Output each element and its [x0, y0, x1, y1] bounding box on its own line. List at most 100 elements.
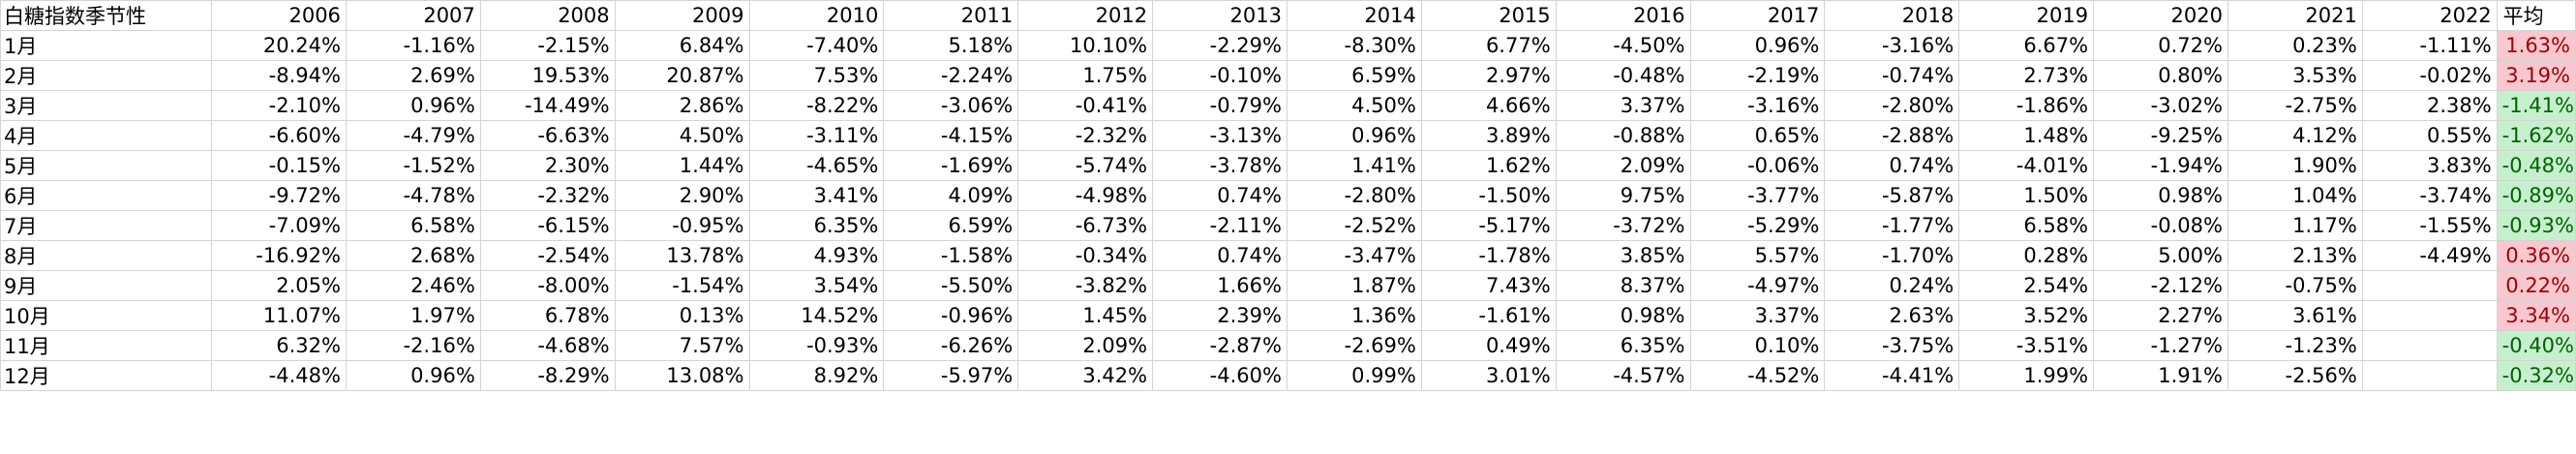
value-cell[interactable]: -1.54%: [614, 270, 750, 301]
value-cell[interactable]: -4.68%: [479, 330, 616, 361]
average-cell[interactable]: -0.40%: [2496, 330, 2576, 361]
value-cell[interactable]: 2.09%: [1017, 330, 1154, 361]
value-cell[interactable]: 0.28%: [1958, 240, 2095, 271]
value-cell[interactable]: -1.58%: [883, 240, 1019, 271]
value-cell[interactable]: 2.46%: [345, 270, 481, 301]
value-cell[interactable]: -2.80%: [1286, 180, 1422, 211]
year-header[interactable]: 2015: [1420, 0, 1557, 31]
value-cell[interactable]: -5.50%: [883, 270, 1019, 301]
value-cell[interactable]: -1.61%: [1420, 300, 1557, 331]
value-cell[interactable]: 1.66%: [1152, 270, 1288, 301]
value-cell[interactable]: -8.29%: [479, 360, 616, 391]
table-title[interactable]: 白糖指数季节性: [0, 0, 213, 31]
value-cell[interactable]: 19.53%: [479, 60, 616, 91]
value-cell[interactable]: -16.92%: [211, 240, 347, 271]
average-cell[interactable]: -1.41%: [2496, 90, 2576, 121]
value-cell[interactable]: -3.78%: [1152, 150, 1288, 181]
value-cell[interactable]: -2.56%: [2227, 360, 2363, 391]
value-cell[interactable]: 6.59%: [883, 210, 1019, 241]
value-cell[interactable]: -8.00%: [479, 270, 616, 301]
value-cell[interactable]: -0.06%: [1689, 150, 1826, 181]
value-cell[interactable]: 3.52%: [1958, 300, 2095, 331]
value-cell[interactable]: 1.87%: [1286, 270, 1422, 301]
value-cell[interactable]: -4.52%: [1689, 360, 1826, 391]
value-cell[interactable]: -4.48%: [211, 360, 347, 391]
value-cell[interactable]: -3.13%: [1152, 120, 1288, 151]
value-cell[interactable]: -3.82%: [1017, 270, 1154, 301]
value-cell[interactable]: -9.72%: [211, 180, 347, 211]
value-cell[interactable]: 0.74%: [1824, 150, 1960, 181]
value-cell[interactable]: -0.02%: [2361, 60, 2498, 91]
value-cell[interactable]: -1.27%: [2093, 330, 2228, 361]
value-cell[interactable]: -1.55%: [2361, 210, 2498, 241]
value-cell[interactable]: 1.48%: [1958, 120, 2095, 151]
value-cell[interactable]: -1.52%: [345, 150, 481, 181]
value-cell[interactable]: -6.60%: [211, 120, 347, 151]
value-cell[interactable]: 3.61%: [2227, 300, 2363, 331]
value-cell[interactable]: 13.78%: [614, 240, 750, 271]
month-label[interactable]: 11月: [0, 330, 213, 361]
value-cell[interactable]: 10.10%: [1017, 30, 1154, 61]
value-cell[interactable]: -7.40%: [748, 30, 885, 61]
value-cell[interactable]: -4.65%: [748, 150, 885, 181]
month-label[interactable]: 12月: [0, 360, 213, 391]
value-cell[interactable]: -7.09%: [211, 210, 347, 241]
average-cell[interactable]: -0.48%: [2496, 150, 2576, 181]
value-cell[interactable]: -3.02%: [2093, 90, 2228, 121]
value-cell[interactable]: 1.44%: [614, 150, 750, 181]
value-cell[interactable]: -0.75%: [2227, 270, 2363, 301]
average-cell[interactable]: -0.32%: [2496, 360, 2576, 391]
value-cell[interactable]: 0.74%: [1152, 180, 1288, 211]
value-cell[interactable]: 6.35%: [1555, 330, 1691, 361]
value-cell[interactable]: 6.32%: [211, 330, 347, 361]
value-cell[interactable]: 2.90%: [614, 180, 750, 211]
value-cell[interactable]: 4.50%: [1286, 90, 1422, 121]
value-cell[interactable]: -2.32%: [1017, 120, 1154, 151]
value-cell[interactable]: -2.11%: [1152, 210, 1288, 241]
value-cell[interactable]: -2.16%: [345, 330, 481, 361]
value-cell[interactable]: 3.01%: [1420, 360, 1557, 391]
average-cell[interactable]: 3.34%: [2496, 300, 2576, 331]
value-cell[interactable]: -2.19%: [1689, 60, 1826, 91]
value-cell[interactable]: -3.11%: [748, 120, 885, 151]
value-cell[interactable]: 0.80%: [2093, 60, 2228, 91]
value-cell[interactable]: -5.17%: [1420, 210, 1557, 241]
year-header[interactable]: 2017: [1689, 0, 1826, 31]
value-cell[interactable]: -1.77%: [1824, 210, 1960, 241]
value-cell[interactable]: -9.25%: [2093, 120, 2228, 151]
value-cell[interactable]: -2.12%: [2093, 270, 2228, 301]
value-cell[interactable]: 2.39%: [1152, 300, 1288, 331]
value-cell[interactable]: -3.72%: [1555, 210, 1691, 241]
value-cell[interactable]: -3.16%: [1689, 90, 1826, 121]
year-header[interactable]: 2021: [2227, 0, 2363, 31]
value-cell[interactable]: 1.36%: [1286, 300, 1422, 331]
value-cell[interactable]: 3.54%: [748, 270, 885, 301]
value-cell[interactable]: 2.27%: [2093, 300, 2228, 331]
value-cell[interactable]: [2361, 330, 2498, 361]
value-cell[interactable]: [2361, 270, 2498, 301]
value-cell[interactable]: -3.47%: [1286, 240, 1422, 271]
value-cell[interactable]: -8.22%: [748, 90, 885, 121]
value-cell[interactable]: 1.45%: [1017, 300, 1154, 331]
value-cell[interactable]: -0.88%: [1555, 120, 1691, 151]
value-cell[interactable]: 1.99%: [1958, 360, 2095, 391]
month-label[interactable]: 6月: [0, 180, 213, 211]
value-cell[interactable]: -2.15%: [479, 30, 616, 61]
year-header[interactable]: 2020: [2093, 0, 2228, 31]
value-cell[interactable]: 3.53%: [2227, 60, 2363, 91]
value-cell[interactable]: -2.32%: [479, 180, 616, 211]
value-cell[interactable]: -3.06%: [883, 90, 1019, 121]
value-cell[interactable]: -1.23%: [2227, 330, 2363, 361]
year-header[interactable]: 2011: [883, 0, 1019, 31]
value-cell[interactable]: -2.88%: [1824, 120, 1960, 151]
value-cell[interactable]: 0.24%: [1824, 270, 1960, 301]
month-label[interactable]: 3月: [0, 90, 213, 121]
value-cell[interactable]: 3.83%: [2361, 150, 2498, 181]
value-cell[interactable]: -1.94%: [2093, 150, 2228, 181]
value-cell[interactable]: 6.78%: [479, 300, 616, 331]
value-cell[interactable]: 5.57%: [1689, 240, 1826, 271]
value-cell[interactable]: 0.55%: [2361, 120, 2498, 151]
average-cell[interactable]: -0.89%: [2496, 180, 2576, 211]
value-cell[interactable]: 0.49%: [1420, 330, 1557, 361]
value-cell[interactable]: 2.86%: [614, 90, 750, 121]
